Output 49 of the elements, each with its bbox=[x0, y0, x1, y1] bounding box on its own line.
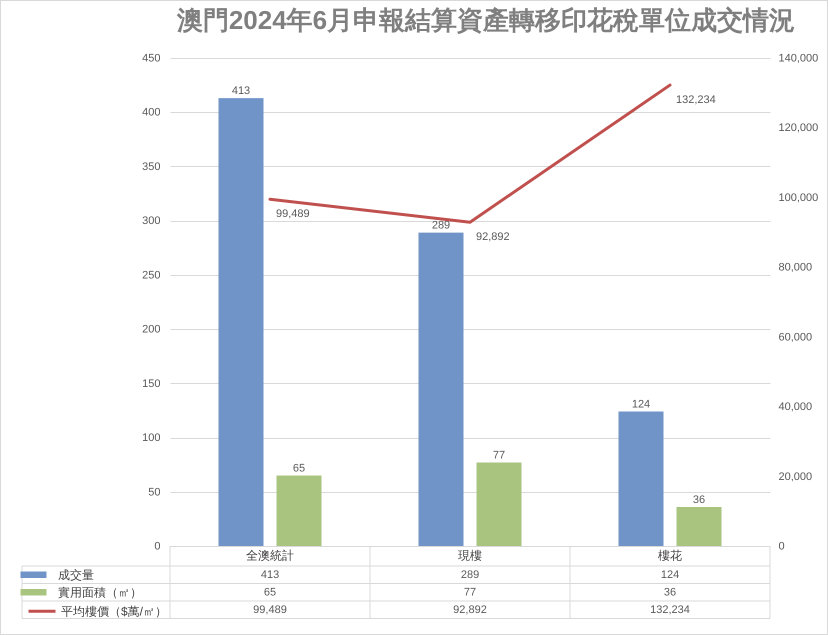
data-label: 289 bbox=[460, 568, 480, 581]
y-tick-label: 450 bbox=[142, 52, 160, 64]
y2-tick-label: 20,000 bbox=[778, 470, 812, 483]
y2-tick-label: 140,000 bbox=[778, 52, 818, 64]
chart-title: 澳門2024年6月申報結算資產轉移印花稅單位成交情況 bbox=[176, 5, 796, 35]
y2-tick-label: 0 bbox=[778, 540, 785, 552]
y2-tick-label: 100,000 bbox=[778, 192, 818, 204]
text: 65 bbox=[292, 462, 306, 475]
bar bbox=[218, 98, 264, 546]
data-label: 124 bbox=[660, 568, 680, 581]
y2-tick-label: 80,000 bbox=[778, 262, 812, 274]
y-tick-label: 350 bbox=[142, 160, 160, 173]
data-label: 132,234 bbox=[650, 604, 690, 616]
y-tick-label: 150 bbox=[142, 378, 160, 390]
bar bbox=[676, 506, 722, 546]
data-label: 92,892 bbox=[453, 604, 487, 616]
y-tick-label: 50 bbox=[148, 486, 160, 498]
data-label: 36 bbox=[664, 586, 676, 598]
y2-tick-label: 40,000 bbox=[778, 401, 812, 414]
text: 99,489 bbox=[276, 208, 310, 220]
y2-tick-label: 120,000 bbox=[778, 122, 818, 134]
data-label: 99,489 bbox=[253, 604, 287, 616]
text: 413 bbox=[232, 85, 250, 98]
y-tick-label: 300 bbox=[142, 215, 160, 228]
x-tick-label: 樓花 bbox=[658, 548, 682, 562]
bar bbox=[276, 476, 322, 546]
text: 77 bbox=[492, 450, 506, 462]
y2-tick-label: 60,000 bbox=[778, 331, 812, 344]
x-tick-label: 全澳統計 bbox=[246, 548, 294, 562]
data-label: 413 bbox=[260, 568, 280, 581]
y-tick-label: 250 bbox=[142, 269, 160, 282]
y-tick-label: 200 bbox=[142, 324, 160, 336]
x-tick-label: 現樓 bbox=[458, 548, 482, 562]
y-tick-label: 400 bbox=[142, 106, 160, 119]
bar bbox=[476, 462, 522, 546]
legend-label: 實用面積（㎡） bbox=[58, 585, 142, 600]
text: 92,892 bbox=[476, 231, 510, 244]
data-label: 65 bbox=[264, 586, 276, 598]
y-tick-label: 0 bbox=[154, 540, 160, 552]
data-label: 77 bbox=[464, 586, 476, 598]
bar bbox=[418, 232, 464, 546]
text: 289 bbox=[432, 220, 450, 232]
y-tick-label: 100 bbox=[142, 432, 160, 444]
text: 36 bbox=[692, 494, 706, 506]
text: 124 bbox=[632, 398, 650, 411]
legend-label: 平均樓價（$萬/㎡） bbox=[61, 604, 168, 618]
text: 132,234 bbox=[676, 94, 716, 106]
legend-label: 成交量 bbox=[58, 568, 94, 582]
bar bbox=[618, 412, 664, 546]
